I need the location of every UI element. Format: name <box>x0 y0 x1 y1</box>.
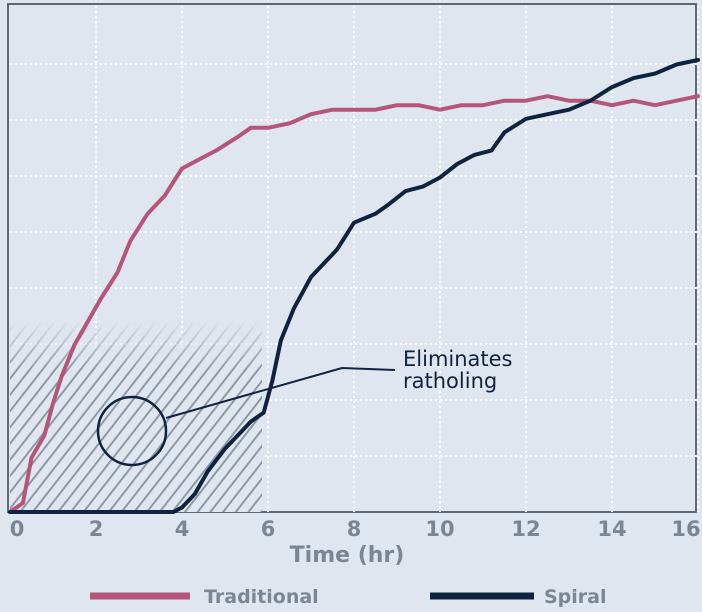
x-tick-label: 12 <box>511 517 540 541</box>
x-tick-label: 10 <box>425 517 454 541</box>
x-tick-label: 2 <box>89 517 104 541</box>
annotation-circle <box>96 395 168 467</box>
legend: Traditional Spiral <box>90 586 607 608</box>
legend-label-traditional: Traditional <box>204 586 319 608</box>
series-lines <box>8 58 700 514</box>
annotation-text: Eliminates ratholing <box>403 347 519 393</box>
annotation-leader <box>165 366 396 419</box>
x-tick-label: 6 <box>261 517 276 541</box>
x-tick-label: 8 <box>347 517 362 541</box>
x-tick-labels: 0 2 4 6 8 10 12 14 16 <box>10 517 701 541</box>
x-tick-label: 0 <box>10 517 25 541</box>
series-line-traditional <box>8 94 700 514</box>
ratholing-hatch <box>10 322 262 512</box>
series-line-spiral <box>8 58 700 514</box>
x-tick-label: 16 <box>671 517 700 541</box>
x-tick-label: 4 <box>175 517 190 541</box>
x-axis-title: Time (hr) <box>290 543 405 568</box>
annotation: Eliminates ratholing <box>96 347 519 467</box>
legend-label-spiral: Spiral <box>544 586 607 608</box>
annotation-line-2: ratholing <box>403 369 497 393</box>
annotation-line-1: Eliminates <box>403 347 513 371</box>
x-tick-label: 14 <box>597 517 626 541</box>
